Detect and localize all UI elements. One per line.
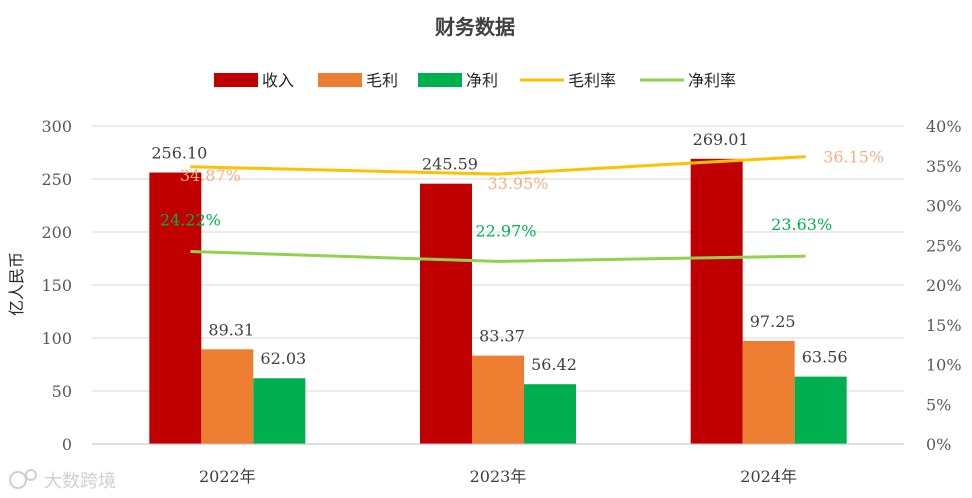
line-毛利率: [190, 155, 806, 176]
axes: 0 50 100 150 200 250 300 0% 5% 10% 15% 20% 25% 30% 35%…: [41, 117, 961, 486]
y-tick-label: 300: [41, 117, 72, 136]
bar-净利: [524, 384, 576, 444]
x-tick-label: 2023年: [470, 467, 527, 486]
legend-label: 收入: [262, 71, 294, 90]
bar-value-label: 245.59: [422, 155, 478, 174]
bar-收入: [420, 183, 472, 444]
rate-value-label: 24.22%: [160, 210, 221, 229]
line-净利率: [190, 249, 806, 263]
rate-lines: [190, 155, 806, 263]
bar-毛利: [201, 349, 254, 444]
bar-value-label: 269.01: [693, 130, 749, 149]
bars: [149, 158, 847, 444]
legend-label: 净利率: [688, 71, 736, 90]
watermark: 大数跨境: [9, 469, 116, 492]
y2-tick-label: 10%: [926, 356, 962, 375]
y2-tick-label: 25%: [926, 236, 962, 255]
y-tick-label: 200: [41, 223, 72, 242]
y2-tick-label: 35%: [926, 157, 962, 176]
rate-value-label: 36.15%: [823, 148, 884, 167]
bar-value-label: 97.25: [750, 312, 796, 331]
bar-value-label: 89.31: [208, 320, 254, 339]
legend: 收入 毛利 净利 毛利率 净利率: [214, 71, 736, 90]
legend-label: 净利: [466, 71, 498, 90]
bar-value-label: 256.10: [151, 144, 207, 163]
data-labels: 256.10 245.59 269.01 89.31 83.37 97.25 62.03 56…: [151, 130, 884, 374]
y2-tick-label: 0%: [926, 435, 951, 454]
bar-value-label: 56.42: [531, 355, 577, 374]
rate-value-label: 22.97%: [475, 221, 536, 240]
x-tick-label: 2022年: [199, 467, 256, 486]
legend-swatch: [418, 73, 462, 87]
y-tick-label: 100: [41, 329, 72, 348]
x-tick-label: 2024年: [740, 467, 797, 486]
y2-tick-label: 40%: [926, 117, 962, 136]
bar-收入: [690, 158, 743, 444]
y-tick-label: 250: [41, 170, 72, 189]
bar-毛利: [472, 355, 524, 444]
bar-净利: [794, 376, 847, 444]
bar-value-label: 62.03: [260, 349, 306, 368]
y-axis-label: 亿人民币: [7, 252, 26, 316]
bar-value-label: 63.56: [802, 348, 848, 367]
y-tick-label: 0: [62, 435, 72, 454]
y2-tick-label: 20%: [926, 276, 962, 295]
bar-毛利: [742, 340, 795, 444]
legend-swatch: [214, 73, 258, 87]
legend-swatch: [318, 73, 362, 87]
legend-label: 毛利: [366, 71, 398, 90]
legend-label: 毛利率: [568, 71, 616, 90]
watermark-logo-icon: [9, 469, 37, 489]
y2-tick-label: 5%: [926, 395, 951, 414]
rate-value-label: 34.87%: [180, 166, 241, 185]
bar-收入: [149, 172, 202, 444]
rate-value-label: 23.63%: [771, 215, 832, 234]
y-tick-label: 50: [52, 382, 72, 401]
y2-tick-label: 15%: [926, 316, 962, 335]
y2-tick-label: 30%: [926, 197, 962, 216]
chart-title: 财务数据: [435, 15, 515, 39]
bar-净利: [253, 378, 306, 444]
bar-value-label: 83.37: [479, 327, 525, 346]
rate-value-label: 33.95%: [487, 174, 548, 193]
watermark-text: 大数跨境: [44, 471, 116, 492]
y-tick-label: 150: [41, 276, 72, 295]
